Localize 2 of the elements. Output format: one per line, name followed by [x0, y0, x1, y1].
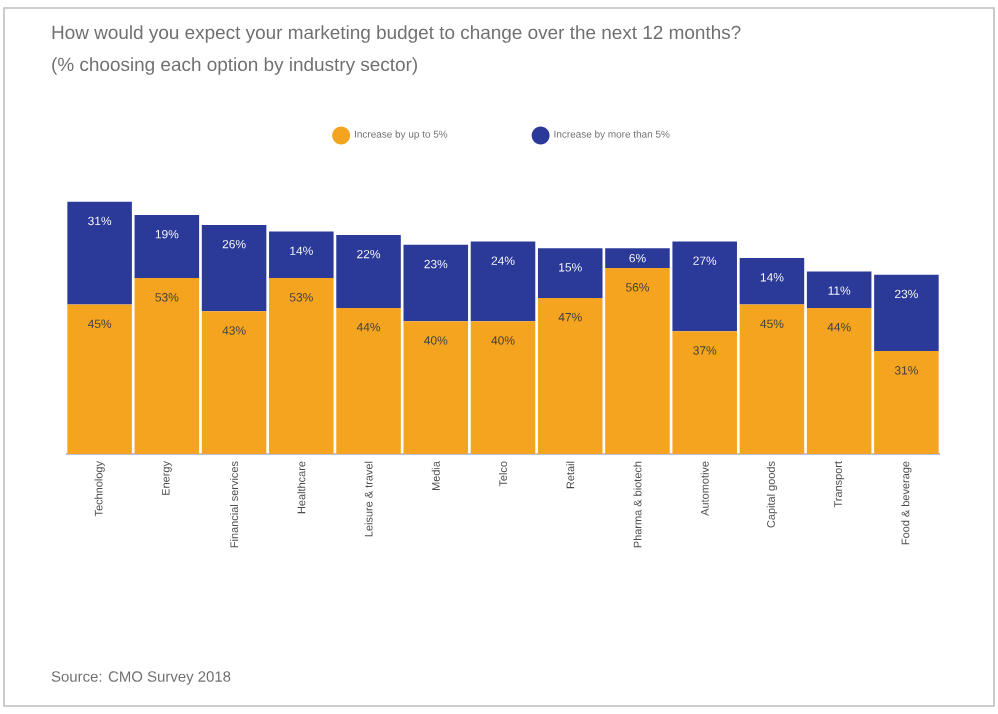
chart-title: How would you expect your marketing budget to change over the next 12 months?: [52, 25, 741, 43]
chart-subtitle: (% choosing each option by industry sector): [52, 57, 417, 75]
